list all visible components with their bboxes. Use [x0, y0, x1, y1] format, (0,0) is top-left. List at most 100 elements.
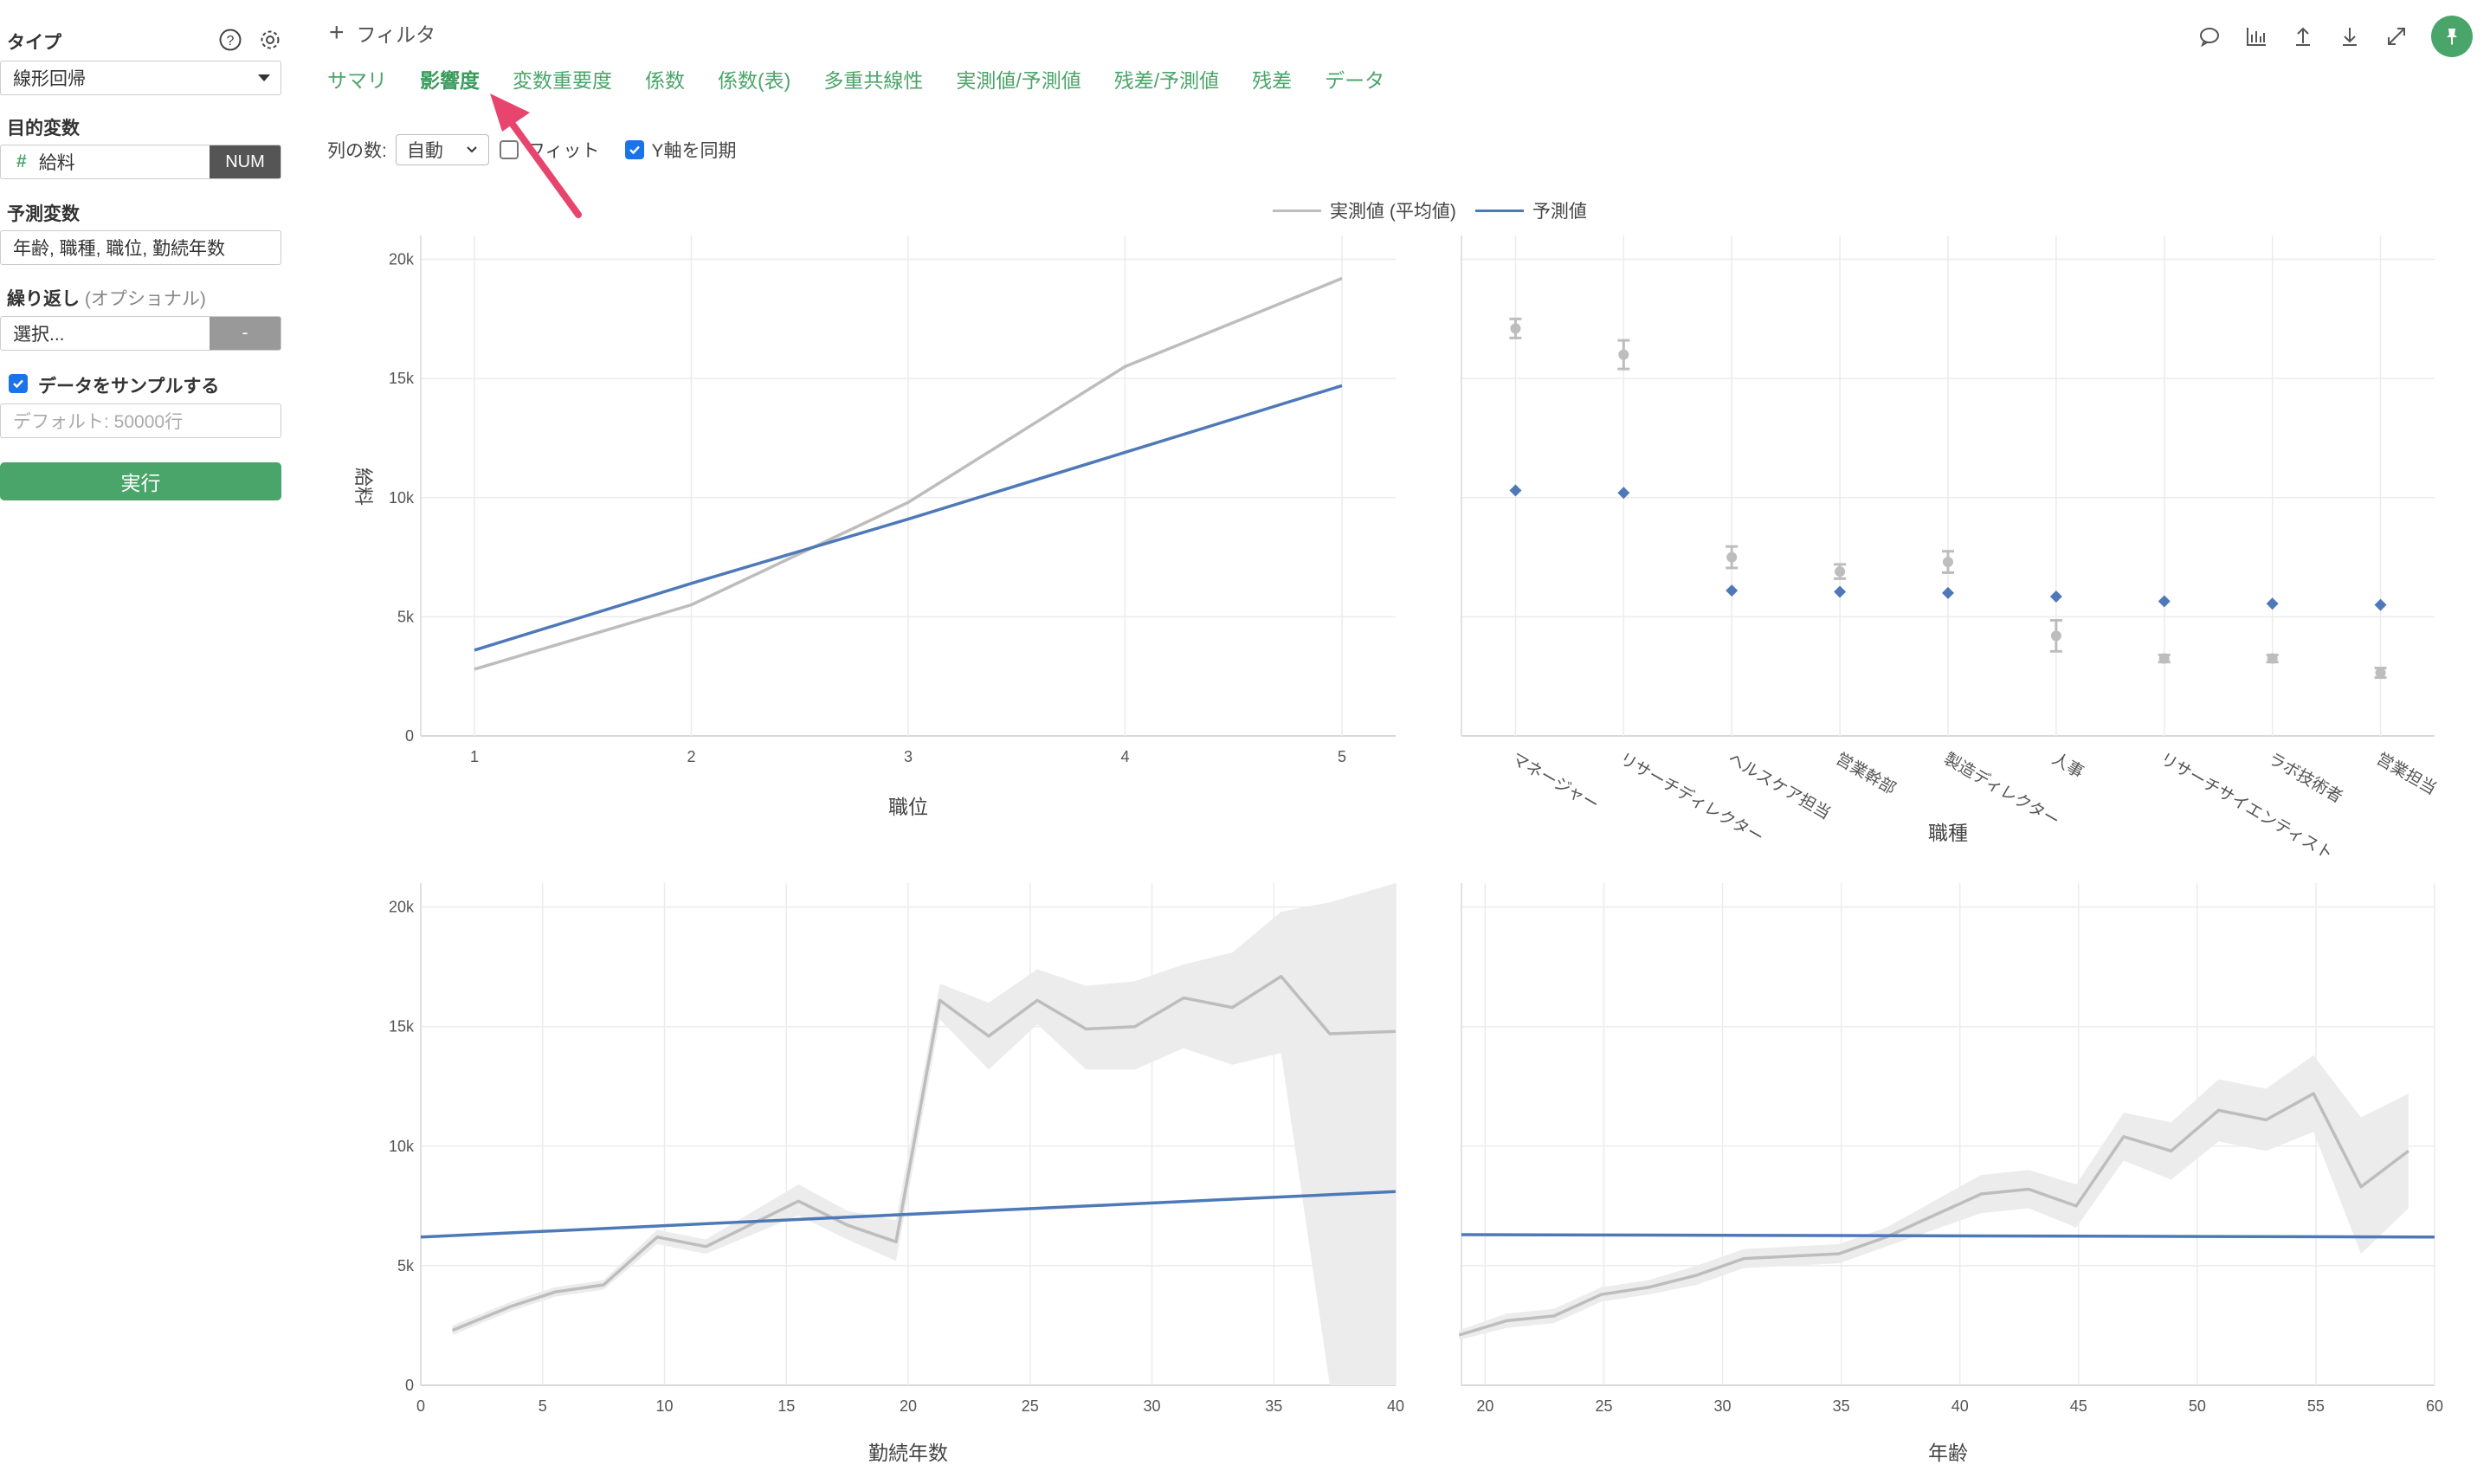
x-tick-label: 15 [777, 1397, 795, 1415]
predicted-point [1509, 484, 1522, 497]
x-tick-label: 50 [2189, 1397, 2206, 1415]
actual-point [1618, 349, 1629, 360]
legend-predicted: 予測値 [1532, 202, 1587, 222]
predicted-point [2158, 595, 2171, 608]
predicted-point [1617, 487, 1630, 500]
download-icon[interactable] [2338, 24, 2362, 48]
predicted-point [1942, 586, 1954, 599]
sidebar: タイプ ? 線形回帰 目的変数 # 給料 NUM 予測変数 年齢, 職種, 職位… [0, 0, 286, 1484]
chart-icon[interactable] [2244, 24, 2268, 48]
x-tick-label: 30 [1143, 1397, 1160, 1415]
x-tick-label: 55 [2307, 1397, 2325, 1415]
legend-actual: 実測値 (平均値) [1330, 202, 1456, 222]
x-axis-title: 職種 [1928, 822, 1968, 844]
x-tick-label: 人事 [2048, 749, 2087, 782]
actual-point [2050, 630, 2061, 642]
predicted-line [474, 384, 1343, 652]
predicted-line [420, 1190, 1397, 1239]
tab-summary[interactable]: サマリ [327, 69, 387, 92]
legend-swatch-actual [1273, 209, 1321, 212]
y-tick-label: 20k [389, 251, 415, 268]
chart-legend: 実測値 (平均値) 予測値 [1273, 197, 1587, 223]
x-tick-label: 営業幹部 [1833, 749, 1900, 798]
x-tick-label: マネージャー [1508, 750, 1602, 815]
tab-actual-vs-predicted[interactable]: 実測値/予測値 [956, 69, 1081, 92]
tab-coefficients[interactable]: 係数 [645, 69, 685, 92]
predicted-point [2374, 598, 2387, 611]
x-tick-label: 25 [1022, 1397, 1039, 1415]
tab-impact[interactable]: 影響度 [420, 69, 480, 92]
pin-button[interactable] [2431, 16, 2473, 57]
tab-bar: サマリ 影響度 変数重要度 係数 係数(表) 多重共線性 実測値/予測値 残差/… [327, 64, 1417, 99]
chevron-down-icon [258, 74, 270, 81]
filter-bar[interactable]: + フィルタ [329, 16, 435, 50]
chart-age: 20 25 30 35 40 45 50 55 60 年齢 [1458, 883, 2443, 1464]
actual-line [474, 276, 1343, 671]
predicted-point [2266, 597, 2279, 610]
x-tick-label: 45 [2070, 1397, 2087, 1415]
x-tick-label: 5 [1338, 748, 1346, 765]
sync-y-checkbox[interactable] [625, 140, 645, 159]
y-tick-label: 10k [389, 489, 415, 506]
predictors-value: 年齢, 職種, 職位, 勤続年数 [13, 239, 226, 259]
chart-years-at-company: 0 5k 10k 15k 20k 0 5 10 15 20 25 30 35 40 勤続年数 [389, 883, 1404, 1464]
repeat-optional: (オプショナル) [84, 289, 206, 309]
help-icon[interactable]: ? [218, 28, 242, 52]
x-tick-label: 25 [1595, 1397, 1612, 1415]
predictors-field[interactable]: 年齢, 職種, 職位, 勤続年数 [0, 230, 281, 265]
repeat-clear-button[interactable]: - [210, 317, 281, 350]
run-button[interactable]: 実行 [0, 462, 281, 500]
x-tick-label: 40 [1387, 1397, 1404, 1415]
tab-data[interactable]: データ [1325, 69, 1385, 92]
y-tick-label: 15k [389, 370, 415, 387]
x-tick-label: 5 [539, 1397, 547, 1415]
y-axis-title: 給料 [352, 468, 374, 506]
annotation-arrow [490, 94, 582, 218]
y-tick-label: 5k [397, 1257, 415, 1274]
predicted-point [2049, 590, 2062, 603]
tab-residual-vs-predicted[interactable]: 残差/予測値 [1113, 69, 1220, 92]
y-tick-label: 0 [405, 727, 414, 745]
y-tick-label: 5k [397, 608, 415, 625]
comment-icon[interactable] [2197, 24, 2222, 48]
upload-icon[interactable] [2291, 24, 2315, 48]
x-tick-label: ヘルスケア担当 [1725, 749, 1834, 823]
type-select[interactable]: 線形回帰 [0, 61, 281, 95]
gear-icon[interactable] [258, 28, 282, 52]
x-tick-label: 20 [900, 1397, 917, 1415]
actual-point [2375, 668, 2386, 679]
actual-point [1943, 557, 1953, 568]
tab-multicollinearity[interactable]: 多重共線性 [823, 69, 924, 92]
type-label: タイプ [7, 33, 61, 53]
check-icon [629, 145, 641, 155]
tab-coefficients-table[interactable]: 係数(表) [718, 69, 791, 92]
fit-checkbox[interactable] [499, 140, 519, 159]
repeat-select[interactable]: 選択... - [0, 316, 281, 351]
repeat-label-text: 繰り返し [7, 289, 80, 309]
actual-line [1458, 1092, 2409, 1337]
pin-icon [2447, 29, 2457, 45]
tab-residuals[interactable]: 残差 [1252, 69, 1293, 92]
columns-select[interactable]: 自動 [395, 134, 489, 165]
confidence-band [452, 883, 1396, 1385]
tab-variable-importance[interactable]: 変数重要度 [513, 69, 612, 92]
toolbar-icons [2175, 16, 2473, 57]
svg-text:?: ? [227, 34, 235, 48]
sample-rows-input[interactable]: デフォルト: 50000行 [0, 403, 281, 438]
target-field[interactable]: # 給料 NUM [0, 145, 281, 179]
y-tick-label: 15k [389, 1018, 415, 1036]
sample-label: データをサンプルする [38, 377, 220, 397]
check-icon [13, 379, 23, 389]
plus-icon: + [329, 18, 345, 47]
x-tick-label: 35 [1265, 1397, 1282, 1415]
x-tick-label: 2 [687, 748, 695, 765]
sample-checkbox[interactable] [9, 374, 28, 393]
fit-label: フィット [526, 141, 600, 161]
hash-icon: # [16, 152, 27, 171]
sync-y-label: Y軸を同期 [651, 141, 737, 161]
expand-icon[interactable] [2384, 24, 2409, 48]
x-tick-label: 3 [904, 748, 913, 765]
x-axis-title: 職位 [888, 796, 928, 818]
x-tick-label: 製造ディレクター [1941, 749, 2063, 830]
x-tick-label: 1 [470, 748, 479, 765]
